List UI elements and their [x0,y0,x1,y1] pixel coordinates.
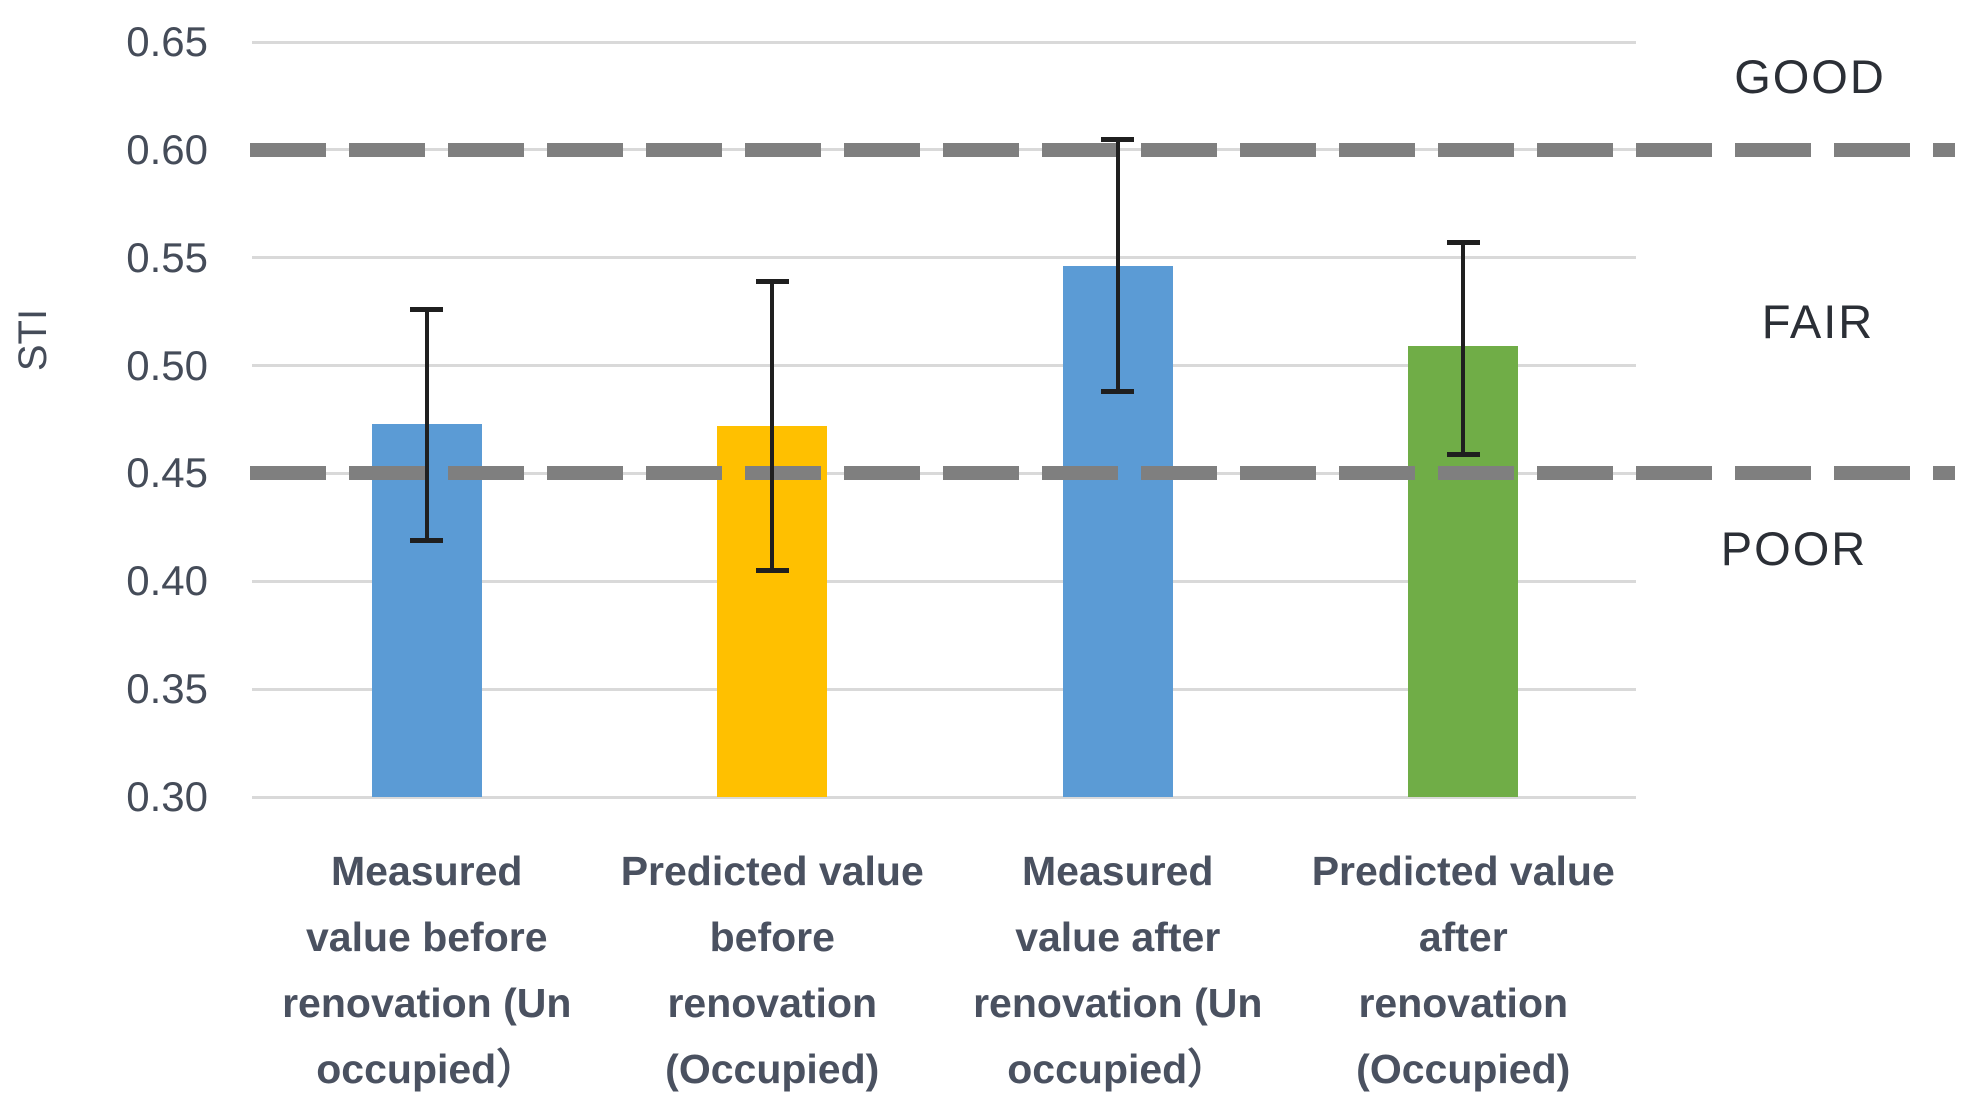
category-label-line: Predicted value [1311,848,1615,894]
gridline [252,579,1636,583]
error-bar-bottom-cap [1101,388,1135,394]
y-tick-label: 0.50 [126,341,208,389]
category-label-line: after [1418,914,1508,960]
error-bar-top-cap [410,306,444,312]
y-tick-label: 0.30 [126,773,208,820]
error-bar-bottom-cap [410,537,444,543]
y-tick-label: 0.65 [126,18,208,65]
category-label-line: renovation [1358,980,1569,1026]
y-tick-label: 0.60 [126,125,208,173]
error-bar-top-cap [1101,136,1135,142]
y-axis-title: STI [11,308,55,372]
gridline [252,687,1636,691]
error-bar [424,309,429,541]
category-label-line: renovation [667,980,878,1026]
gridline [252,795,1636,799]
error-bar [1461,242,1466,454]
y-tick-label: 0.45 [126,449,208,497]
category-label: Predicted value after renovation (Occupied) [1290,838,1636,1102]
zone-label: FAIR [1761,295,1875,349]
error-bar-top-cap [1446,240,1480,246]
threshold-dashed-line [250,466,1955,481]
y-tick-label: 0.40 [126,557,208,605]
category-label-line: renovation (Un [282,980,572,1026]
error-bar [1115,139,1120,392]
zone-label: GOOD [1734,49,1886,103]
y-tick-label: 0.55 [126,233,208,281]
category-label-line: Measured [331,848,523,894]
category-label-line: Measured [1022,848,1214,894]
error-bar-bottom-cap [1446,451,1480,457]
category-label-line: (Occupied) [1356,1046,1571,1092]
category-label: Measured value after renovation (Un occupie… [945,838,1291,1102]
category-label-line: occupied） [316,1046,538,1092]
error-bar [770,281,775,571]
category-label: Predicted value before renovation (Occupied… [599,838,945,1102]
gridline [252,256,1636,260]
error-bar-bottom-cap [755,568,789,573]
threshold-dashed-line [250,142,1955,157]
category-label-line: before [709,914,835,960]
gridline [252,364,1636,368]
error-bar-top-cap [755,278,789,284]
category-label: Measured value before renovation (Un occupi… [254,838,600,1102]
category-label-line: occupied） [1007,1046,1229,1092]
gridline [252,40,1636,44]
y-tick-label: 0.35 [126,665,208,713]
category-label-line: renovation (Un [973,980,1263,1026]
category-label-line: value before [305,914,548,960]
zone-label: POOR [1720,521,1868,575]
category-label-line: (Occupied) [665,1046,880,1092]
category-label-line: value after [1015,914,1221,960]
category-label-line: Predicted value [620,848,924,894]
